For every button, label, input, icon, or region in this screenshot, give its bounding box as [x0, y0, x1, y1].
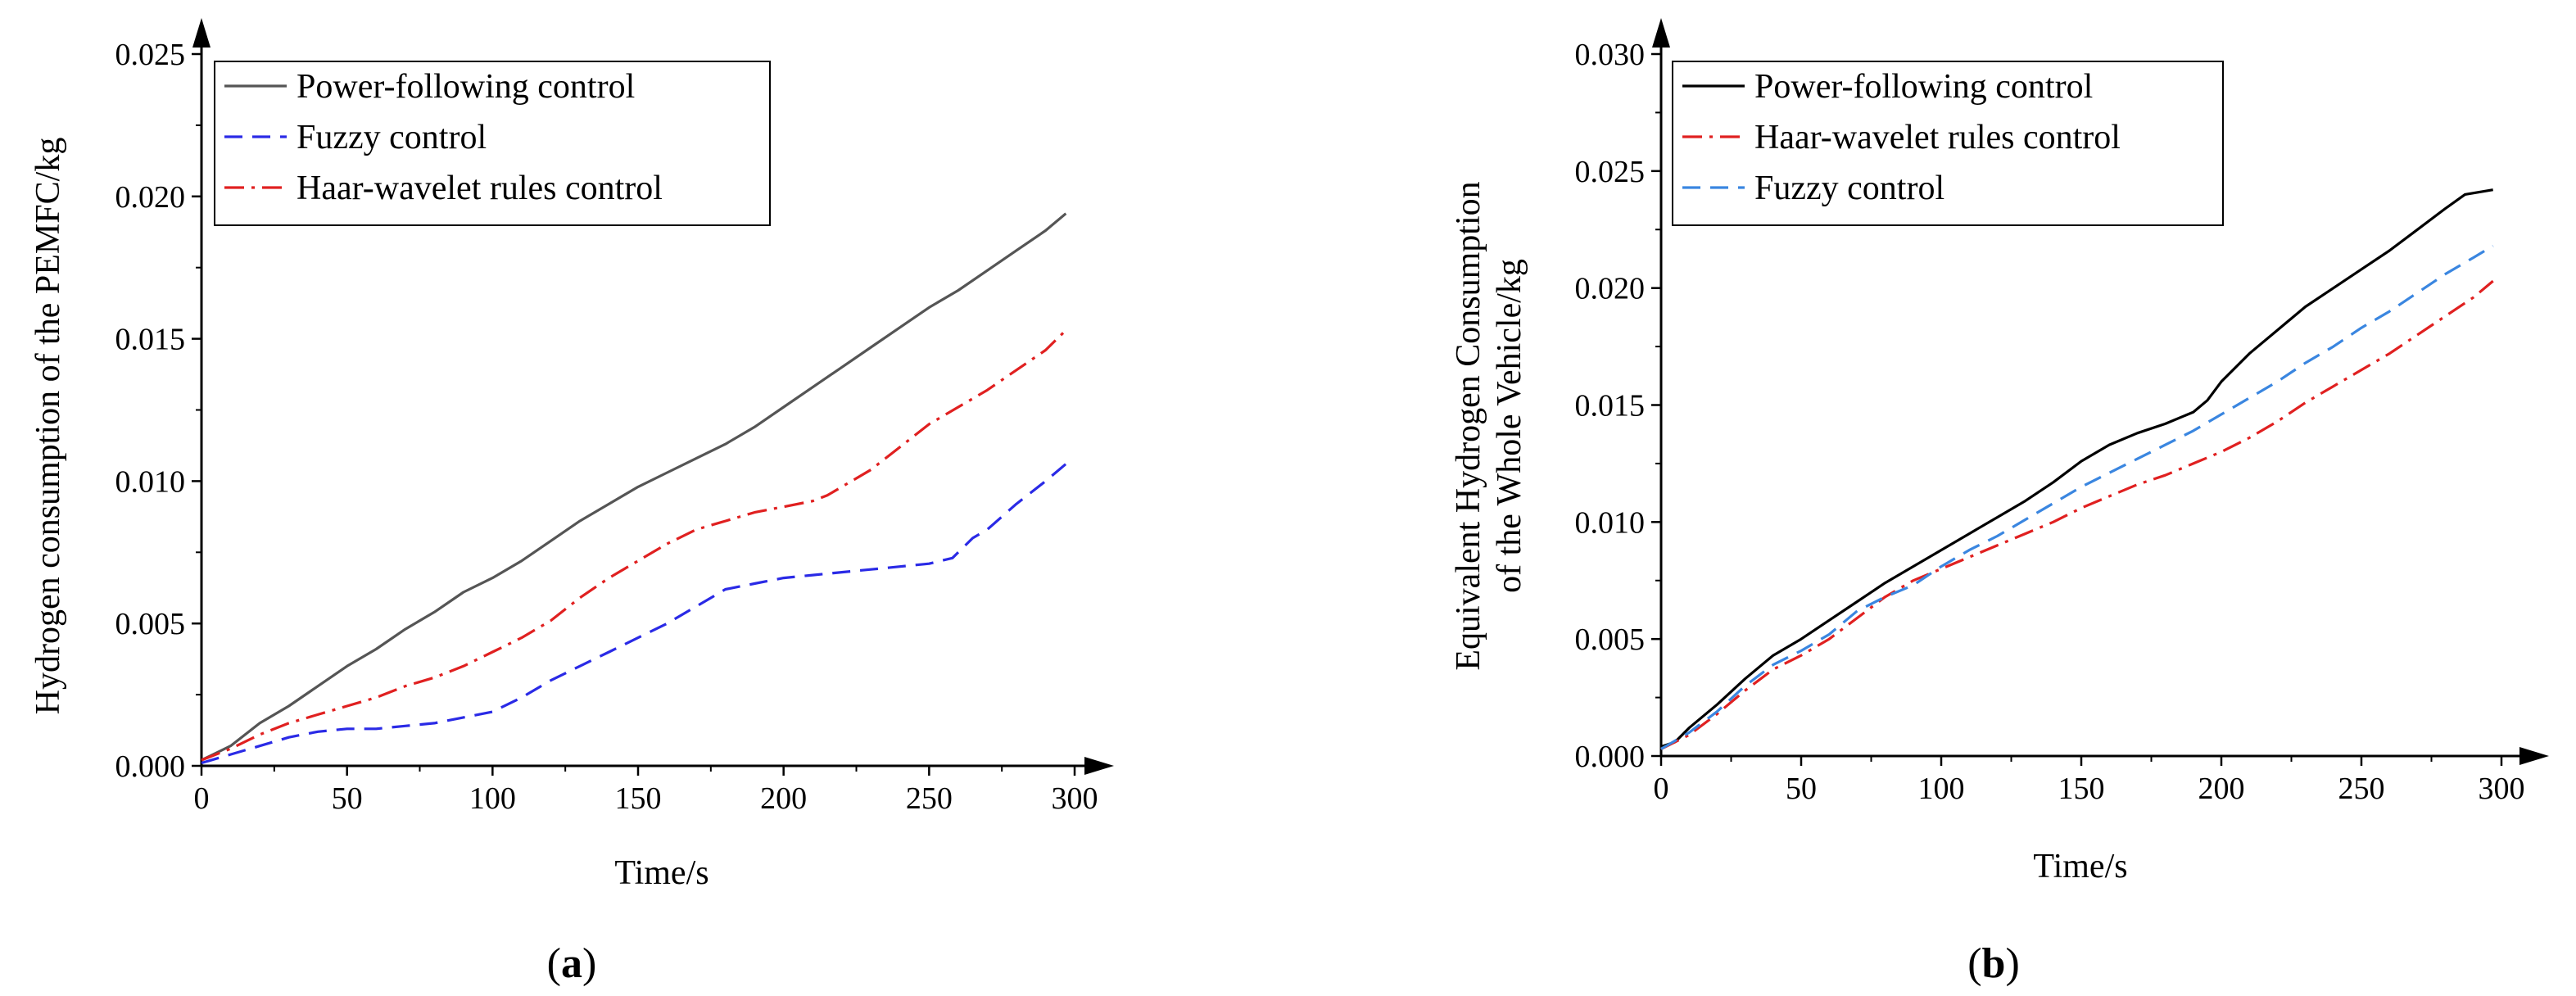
- panel-a-legend-label-1: Power-following control: [297, 68, 635, 106]
- panel-a-series-line-1: [201, 212, 1067, 762]
- panel-b-x-tick-label: 300: [2479, 772, 2525, 806]
- panel-b-label: (b): [1967, 940, 2020, 987]
- panel-b-axes: [1652, 18, 2549, 765]
- panel-b-legend: Power-following control Haar-wavelet rule…: [1672, 61, 2224, 226]
- panel-b-series-line-2: [1660, 279, 2494, 750]
- panel-a-x-tick-label: 100: [469, 781, 516, 816]
- panel-b-y-tick-label: 0.000: [1575, 740, 1646, 774]
- panel-a-legend: Power-following control Fuzzy control Haar…: [214, 61, 771, 226]
- panel-b-y-axis-title-line-2: of the Whole Vehicle/kg: [1491, 259, 1528, 593]
- panel-b-y-tick-label: 0.010: [1575, 505, 1646, 540]
- panel-b-x-axis-title: Time/s: [2033, 848, 2127, 885]
- panel-b-y-axis-title-line-1: Equivalent Hydrogen Consumption: [1450, 181, 1487, 670]
- panel-a-y-tick-label: 0.025: [115, 38, 186, 72]
- panel-a-y-tick-label: 0.005: [115, 607, 186, 641]
- panel-a-y-axis-title: Hydrogen consumption of the PEMFC/kg: [29, 138, 67, 715]
- panel-a-y-tick-label: 0.000: [115, 749, 186, 784]
- panel-b-legend-label-2: Haar-wavelet rules control: [1754, 119, 2121, 156]
- panel-b-x-tick-label: 50: [1786, 772, 1817, 806]
- panel-a-x-tick-label: 150: [615, 781, 662, 816]
- panel-a-chart: Time/s Hydrogen consumption of the PEMFC…: [29, 18, 1114, 987]
- panel-b-y-tick-label: 0.015: [1575, 389, 1646, 423]
- panel-b-legend-label-1: Power-following control: [1754, 68, 2093, 106]
- panel-a-x-tick-label: 300: [1052, 781, 1098, 816]
- panel-b-y-tick-label: 0.030: [1575, 38, 1646, 72]
- panel-b-legend-label-3: Fuzzy control: [1754, 170, 1944, 207]
- panel-b-x-tick-label: 0: [1654, 772, 1669, 806]
- panel-a-x-tick-label: 50: [332, 781, 363, 816]
- panel-a-y-tick-label: 0.015: [115, 323, 186, 357]
- panel-a-y-tick-label: 0.010: [115, 464, 186, 499]
- panel-a-y-axis-arrow: [192, 18, 211, 48]
- panel-a-series-line-2: [201, 463, 1067, 765]
- panel-a-x-tick-label: 0: [194, 781, 210, 816]
- panel-a-series-line-3: [201, 329, 1067, 762]
- panel-a-y-tick-label: 0.020: [115, 180, 186, 215]
- panel-b-y-tick-label: 0.020: [1575, 272, 1646, 306]
- panel-b-legend-box: [1672, 61, 2224, 226]
- panel-a-x-tick-label: 200: [760, 781, 807, 816]
- panel-a-axes: [192, 18, 1114, 775]
- panel-b-y-tick-label: 0.005: [1575, 622, 1646, 657]
- panel-a-x-tick-label: 250: [906, 781, 953, 816]
- panel-b-series-line-3: [1660, 244, 2494, 750]
- panel-b-chart: Time/s Equivalent Hydrogen Consumption o…: [1450, 18, 2549, 987]
- panel-b-x-axis-arrow: [2519, 747, 2549, 765]
- panel-a-legend-box: [214, 61, 771, 226]
- panel-a-x-axis-arrow: [1084, 757, 1114, 775]
- panel-a-legend-label-2: Fuzzy control: [297, 119, 487, 156]
- panel-b-x-tick-label: 150: [2058, 772, 2105, 806]
- panel-a-x-axis-title: Time/s: [614, 854, 709, 892]
- panel-a-label: (a): [547, 940, 597, 987]
- panel-b-series-line-1: [1660, 188, 2493, 749]
- panel-b-x-tick-label: 250: [2338, 772, 2385, 806]
- panel-b-x-tick-label: 200: [2198, 772, 2245, 806]
- panel-a-label-letter: a: [561, 940, 582, 987]
- panel-b-x-tick-label: 100: [1918, 772, 1965, 806]
- panel-a-legend-label-3: Haar-wavelet rules control: [297, 170, 663, 207]
- panel-b-y-axis-arrow: [1652, 18, 1670, 48]
- panel-b-y-tick-label: 0.025: [1575, 155, 1646, 189]
- panel-b-label-letter: b: [1982, 940, 2006, 987]
